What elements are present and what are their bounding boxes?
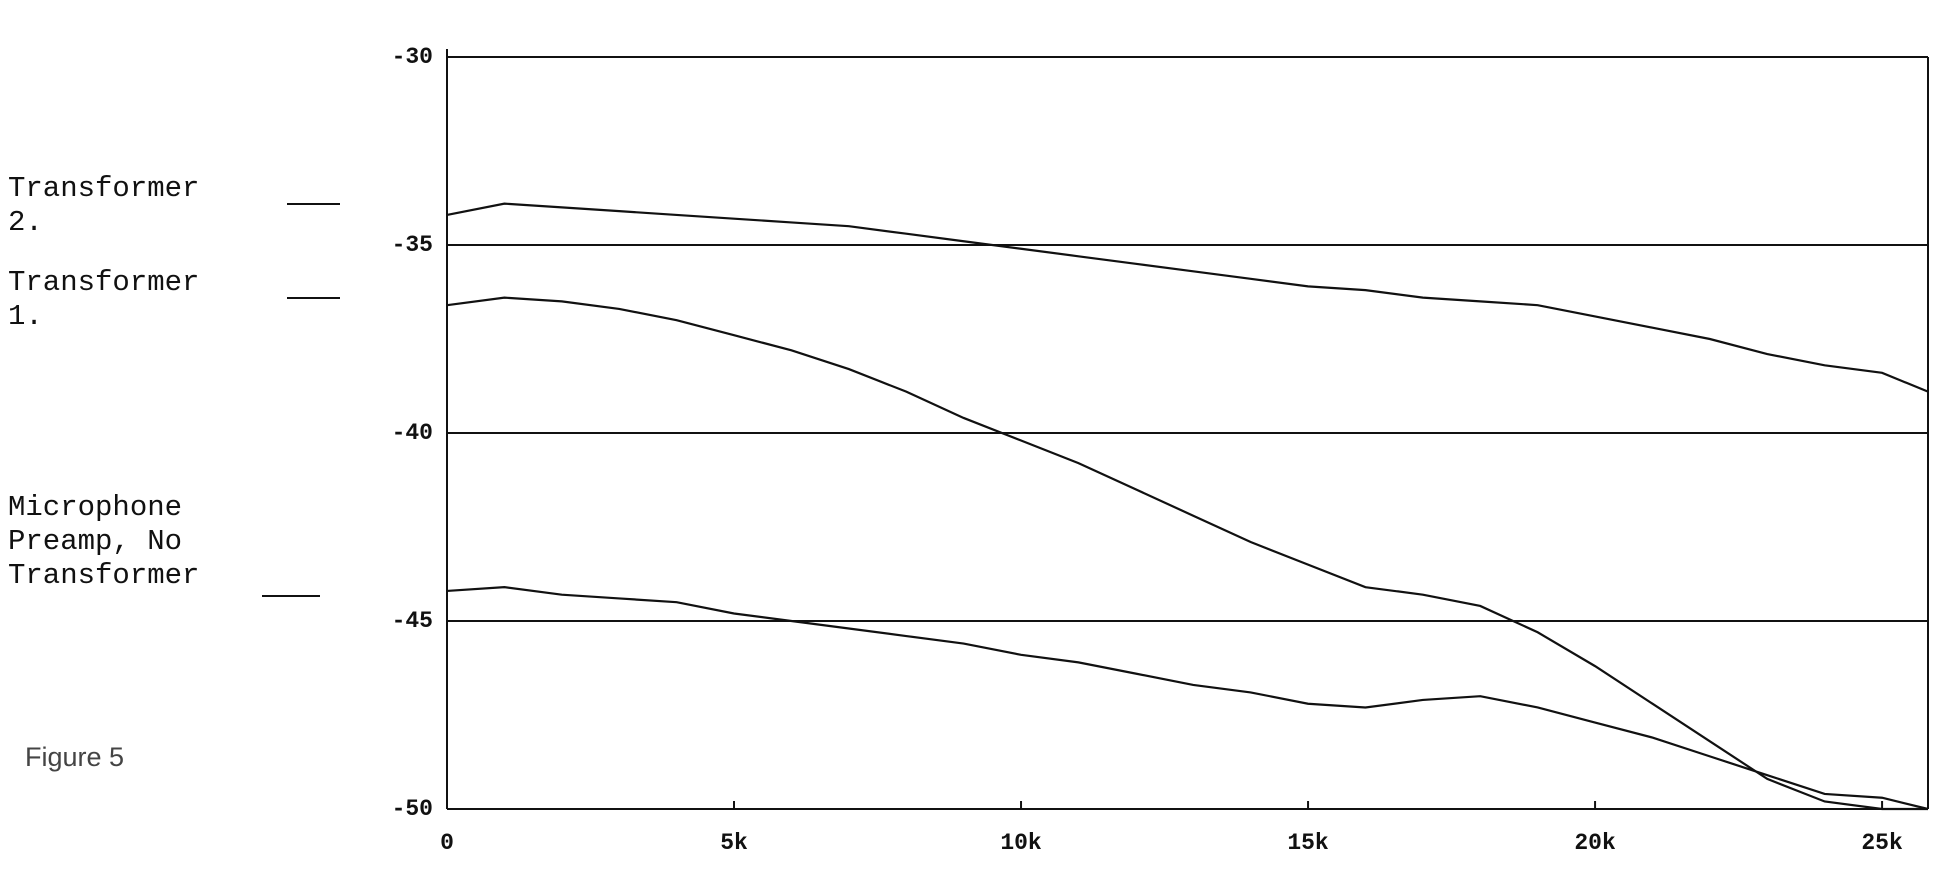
- legend-line: [287, 297, 340, 299]
- legend-label: Transformer 1.: [8, 266, 200, 333]
- caption: Figure 5: [25, 742, 125, 772]
- y-tick-label: -40: [392, 420, 433, 446]
- y-tick-label: -35: [392, 232, 433, 258]
- series-line: [446, 586, 1929, 811]
- x-tick-label: 25k: [1861, 830, 1903, 856]
- legend-label: Microphone Preamp, No Transformer: [8, 491, 200, 592]
- y-tick-label: -30: [392, 44, 433, 70]
- x-tick-label: 10k: [1000, 830, 1042, 856]
- series-line: [446, 202, 1929, 393]
- x-tick-label: 20k: [1574, 830, 1616, 856]
- y-tick-label: -45: [392, 608, 433, 634]
- legend-line: [287, 203, 340, 205]
- x-tick-label: 5k: [720, 830, 748, 856]
- x-tick-label: 15k: [1287, 830, 1329, 856]
- x-tick-label: 0: [440, 830, 454, 856]
- legend-line: [262, 595, 320, 597]
- legend-label: Transformer 2.: [8, 172, 200, 239]
- series-line: [446, 296, 1928, 811]
- y-tick-label: -50: [392, 796, 433, 822]
